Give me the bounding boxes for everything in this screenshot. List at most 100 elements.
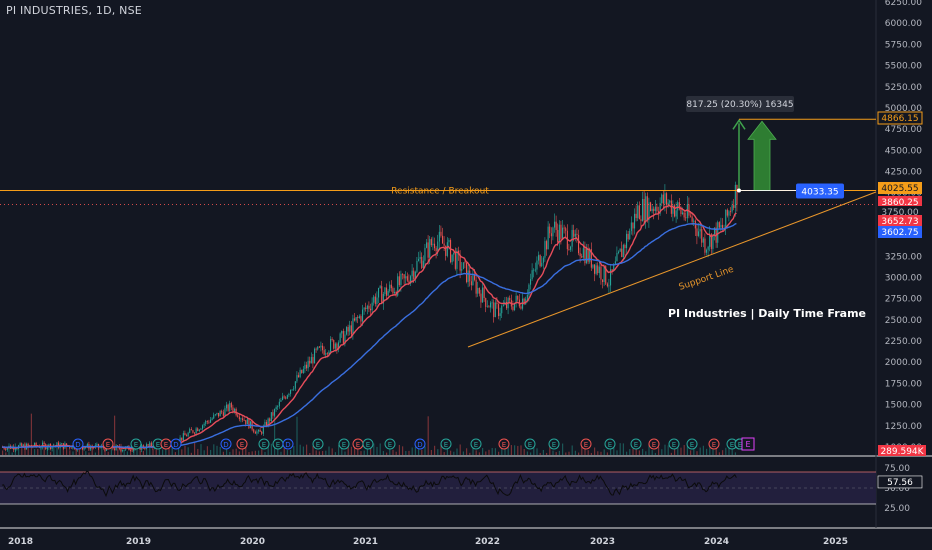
volume-bar (43, 446, 45, 455)
event-marker-label: E (388, 441, 392, 449)
volume-bar (229, 451, 231, 455)
event-marker[interactable] (708, 438, 720, 450)
candle-body (650, 202, 652, 211)
event-marker[interactable] (648, 438, 660, 450)
candle-body (149, 442, 151, 446)
event-marker[interactable] (102, 438, 114, 450)
candle-body (202, 425, 204, 429)
event-marker[interactable] (668, 438, 680, 450)
volume-bar (107, 451, 109, 455)
event-marker[interactable] (220, 438, 232, 450)
event-marker-label: D (75, 441, 80, 449)
event-marker[interactable] (236, 438, 248, 450)
volume-bar (200, 444, 202, 455)
candle-body (325, 353, 327, 355)
future-event-marker[interactable] (741, 437, 755, 451)
candle-body (194, 432, 196, 434)
candle-body (98, 443, 100, 448)
candle-body (35, 442, 37, 447)
candle-body (182, 433, 184, 441)
event-marker[interactable] (258, 438, 270, 450)
event-marker[interactable] (170, 438, 182, 450)
event-marker[interactable] (72, 438, 84, 450)
candle-body (384, 287, 386, 294)
volume-bar (709, 446, 711, 455)
volume-bar (312, 445, 314, 455)
volume-bar (392, 449, 394, 455)
candle-body (654, 206, 656, 211)
volume-bar (203, 450, 205, 455)
candle-body (56, 442, 58, 446)
candle-body (389, 284, 391, 291)
volume-bar (530, 452, 532, 455)
volume-bar (267, 443, 269, 455)
volume-bar (494, 448, 496, 455)
y-axis-label: 4750.00 (885, 125, 922, 135)
price-tag-label: 3602.75 (881, 228, 918, 238)
candle-body (586, 248, 588, 264)
event-marker[interactable] (630, 438, 642, 450)
candle-body (541, 262, 543, 267)
candle-body (506, 301, 508, 309)
y-axis-label: 5750.00 (885, 40, 922, 50)
event-marker[interactable] (548, 438, 560, 450)
candle-body (659, 203, 661, 214)
event-marker[interactable] (498, 438, 510, 450)
volume-bar (91, 444, 93, 455)
candle-body (318, 346, 320, 348)
timeframe-label: PI Industries | Daily Time Frame (668, 307, 866, 320)
volume-bar (274, 415, 276, 455)
volume-bar (123, 450, 125, 455)
support-line[interactable] (467, 191, 877, 348)
event-marker[interactable] (524, 438, 536, 450)
candle-body (144, 448, 146, 449)
volume-bar (658, 446, 660, 455)
candle-body (648, 202, 650, 220)
candle-body (378, 287, 380, 298)
volume-bar (645, 451, 647, 455)
candle-body (104, 447, 106, 451)
candle-body (358, 316, 360, 318)
candle-body (480, 293, 482, 303)
candle-body (219, 411, 221, 417)
candle-body (253, 429, 255, 432)
volume-bar (395, 451, 397, 455)
volume-bar (283, 447, 285, 455)
volume-bar (411, 447, 413, 455)
volume-bar (478, 452, 480, 455)
candle-body (214, 414, 216, 416)
candle-body (262, 426, 264, 434)
event-marker[interactable] (312, 438, 324, 450)
volume-bar (440, 444, 442, 455)
event-marker[interactable] (362, 438, 374, 450)
candle-body (498, 304, 500, 317)
event-marker[interactable] (338, 438, 350, 450)
event-marker[interactable] (580, 438, 592, 450)
candle-body (730, 211, 732, 213)
event-marker-label: E (164, 441, 168, 449)
volume-bar (286, 450, 288, 455)
volume-bar (162, 449, 164, 455)
candle-body (418, 258, 420, 261)
candle-body (218, 412, 220, 417)
event-marker[interactable] (130, 438, 142, 450)
event-marker[interactable] (384, 438, 396, 450)
candle-body (61, 443, 63, 445)
event-marker[interactable] (282, 438, 294, 450)
volume-bar (546, 452, 548, 455)
breakout-badge[interactable] (796, 183, 844, 199)
volume-bar (85, 451, 87, 455)
y-axis-label: 4250.00 (885, 168, 922, 178)
candle-body (40, 447, 42, 449)
event-marker[interactable] (414, 438, 426, 450)
candle-body (366, 305, 368, 310)
event-marker[interactable] (440, 438, 452, 450)
candle-body (394, 291, 396, 294)
volume-bar (549, 443, 551, 455)
measure-label: 817.25 (20.30%) 16345 (686, 100, 793, 110)
event-marker[interactable] (470, 438, 482, 450)
volume-bar (722, 450, 724, 455)
event-marker[interactable] (686, 438, 698, 450)
event-marker[interactable] (604, 438, 616, 450)
